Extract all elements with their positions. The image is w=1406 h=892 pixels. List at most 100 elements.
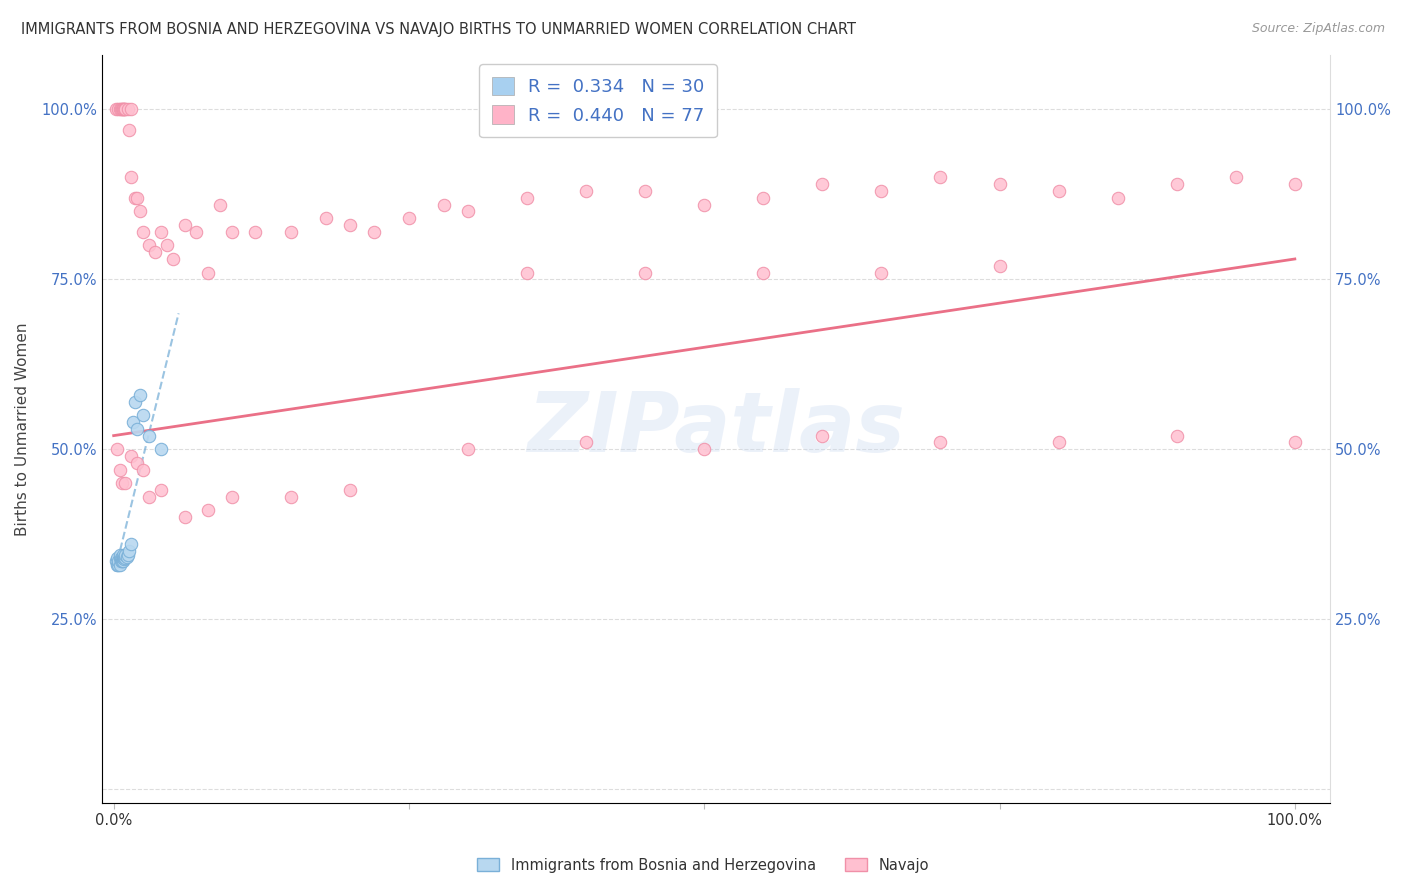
Text: Source: ZipAtlas.com: Source: ZipAtlas.com — [1251, 22, 1385, 36]
Point — [457, 204, 479, 219]
Point — [132, 462, 155, 476]
Point — [1107, 191, 1129, 205]
Point — [110, 550, 132, 565]
Point — [138, 490, 160, 504]
Point — [105, 550, 128, 565]
Point — [111, 476, 134, 491]
Point — [929, 435, 952, 450]
Point — [197, 503, 219, 517]
Point — [105, 558, 128, 572]
Point — [124, 191, 146, 205]
Point — [115, 549, 138, 564]
Point — [156, 238, 179, 252]
Y-axis label: Births to Unmarried Women: Births to Unmarried Women — [15, 322, 30, 535]
Point — [128, 388, 150, 402]
Point — [186, 225, 208, 239]
Point — [110, 554, 132, 568]
Point — [107, 554, 129, 568]
Point — [120, 103, 142, 117]
Point — [280, 225, 302, 239]
Point — [127, 456, 149, 470]
Point — [118, 544, 141, 558]
Point — [208, 197, 231, 211]
Point — [988, 178, 1011, 192]
Text: IMMIGRANTS FROM BOSNIA AND HERZEGOVINA VS NAVAJO BIRTHS TO UNMARRIED WOMEN CORRE: IMMIGRANTS FROM BOSNIA AND HERZEGOVINA V… — [21, 22, 856, 37]
Point — [128, 204, 150, 219]
Point — [105, 554, 128, 568]
Point — [398, 211, 420, 226]
Point — [111, 554, 134, 568]
Legend: R =  0.334   N = 30, R =  0.440   N = 77: R = 0.334 N = 30, R = 0.440 N = 77 — [479, 64, 717, 137]
Point — [221, 225, 243, 239]
Point — [315, 211, 337, 226]
Point — [339, 483, 361, 497]
Point — [1284, 178, 1306, 192]
Point — [138, 238, 160, 252]
Point — [112, 103, 135, 117]
Point — [108, 558, 131, 572]
Point — [112, 550, 135, 565]
Point — [870, 266, 893, 280]
Point — [988, 259, 1011, 273]
Point — [339, 218, 361, 232]
Point — [127, 191, 149, 205]
Point — [120, 170, 142, 185]
Point — [105, 103, 128, 117]
Point — [117, 548, 139, 562]
Point — [457, 442, 479, 457]
Point — [114, 103, 136, 117]
Point — [112, 549, 135, 564]
Point — [112, 552, 135, 566]
Point — [149, 442, 172, 457]
Point — [132, 409, 155, 423]
Point — [162, 252, 184, 266]
Point — [105, 442, 128, 457]
Point — [149, 225, 172, 239]
Text: ZIPatlas: ZIPatlas — [527, 388, 905, 469]
Point — [173, 218, 195, 232]
Point — [1047, 435, 1070, 450]
Point — [132, 225, 155, 239]
Point — [634, 266, 657, 280]
Point — [117, 103, 139, 117]
Point — [120, 537, 142, 551]
Point — [114, 548, 136, 562]
Point — [1166, 178, 1188, 192]
Point — [1225, 170, 1247, 185]
Point — [121, 415, 143, 429]
Point — [693, 197, 716, 211]
Point — [433, 197, 456, 211]
Point — [127, 422, 149, 436]
Point — [516, 266, 538, 280]
Point — [114, 103, 136, 117]
Point — [112, 103, 135, 117]
Point — [111, 103, 134, 117]
Point — [114, 476, 136, 491]
Point — [1166, 428, 1188, 442]
Point — [110, 103, 132, 117]
Point — [112, 103, 135, 117]
Point — [138, 428, 160, 442]
Point — [634, 184, 657, 198]
Point — [752, 191, 775, 205]
Point — [107, 558, 129, 572]
Point — [111, 550, 134, 565]
Point — [112, 554, 135, 568]
Point — [575, 184, 598, 198]
Point — [516, 191, 538, 205]
Point — [280, 490, 302, 504]
Point — [112, 548, 135, 562]
Point — [1284, 435, 1306, 450]
Point — [108, 548, 131, 562]
Point — [693, 442, 716, 457]
Point — [108, 103, 131, 117]
Point — [124, 394, 146, 409]
Point — [1047, 184, 1070, 198]
Point — [173, 510, 195, 524]
Point — [107, 103, 129, 117]
Point — [245, 225, 267, 239]
Point — [811, 428, 834, 442]
Point — [118, 123, 141, 137]
Point — [363, 225, 385, 239]
Point — [120, 449, 142, 463]
